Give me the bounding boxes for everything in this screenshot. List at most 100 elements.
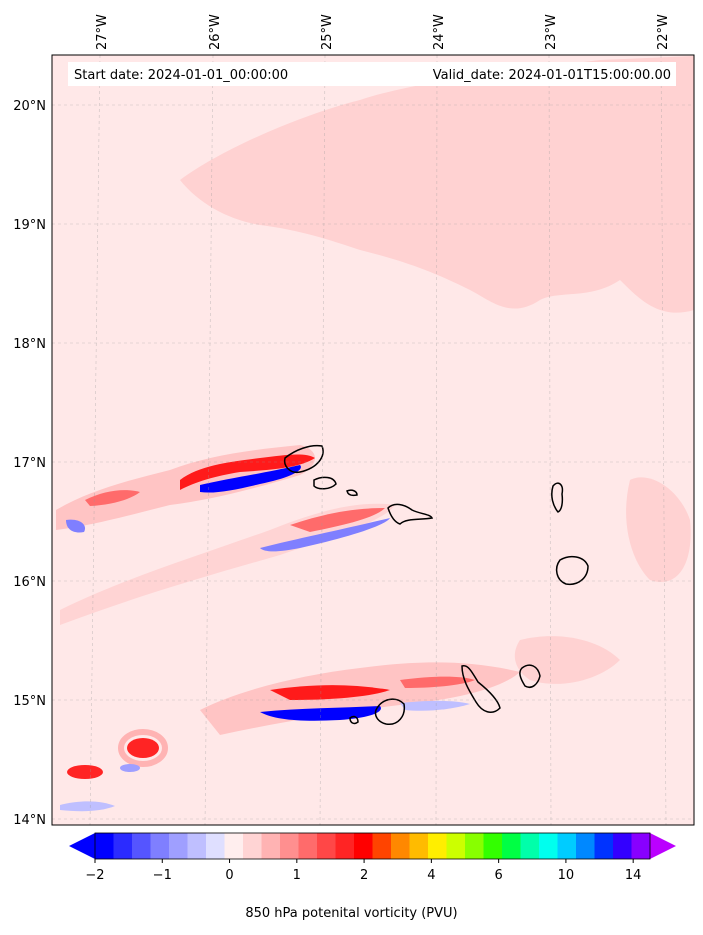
colorbar-cell <box>613 833 632 859</box>
island-brava <box>349 715 359 725</box>
colorbar-cell <box>206 833 225 859</box>
pv-filament-south-positive-east <box>400 676 475 688</box>
lat-label: 17°N <box>13 456 46 471</box>
colorbar-tick-label: −1 <box>153 868 172 883</box>
colorbar-cell <box>502 833 521 859</box>
lon-label: 23°W <box>544 14 559 50</box>
gridlines <box>52 54 694 826</box>
colorbar-cell <box>298 833 318 859</box>
lat-label: 18°N <box>13 337 46 352</box>
colorbar-cells <box>95 833 651 859</box>
valid-date-text: Valid_date: 2024-01-01T15:00:00.00 <box>433 68 671 83</box>
colorbar-tick-label: 4 <box>427 868 435 883</box>
lat-label: 20°N <box>13 99 46 114</box>
colorbar-tick-label: 14 <box>625 868 642 883</box>
colorbar-cell <box>539 833 558 859</box>
colorbar-under-arrow <box>69 833 95 859</box>
island-sal <box>551 482 564 513</box>
colorbar-cell <box>428 833 447 859</box>
lon-label: 26°W <box>208 14 223 50</box>
lon-label: 24°W <box>432 14 447 50</box>
lon-label: 22°W <box>656 14 671 50</box>
colorbar-cell <box>594 833 614 859</box>
colorbar-tick-label: 10 <box>558 868 575 883</box>
colorbar-cell <box>391 833 410 859</box>
gridline-lon-23w <box>548 54 552 826</box>
pv-vortex-far-southwest-negative <box>120 764 140 772</box>
colorbar-outline <box>94 832 651 860</box>
colorbar-cell <box>631 833 651 859</box>
colorbar-cell <box>335 833 355 859</box>
lat-label: 14°N <box>13 813 46 828</box>
lat-label: 15°N <box>13 694 46 709</box>
pv-filament-north-positive-west <box>85 490 140 506</box>
pv-vortex-far-southwest <box>67 765 103 779</box>
lon-label: 27°W <box>95 14 110 50</box>
pv-filament-middle-positive <box>290 508 385 532</box>
colorbar-cell <box>465 833 484 859</box>
pv-filament-middle-negative <box>260 518 390 552</box>
island-santa-luzia <box>346 489 358 497</box>
colorbar-cell <box>483 833 503 859</box>
gridline-lon-27w <box>89 54 101 826</box>
colorbar-cell <box>187 833 207 859</box>
map-frame <box>51 54 695 826</box>
colorbar-cell <box>409 833 429 859</box>
gridline-lon-25w <box>319 54 326 826</box>
island-santo-antao <box>283 444 324 474</box>
pv-filament-south-negative-east <box>400 700 470 711</box>
colorbar-cell <box>520 833 540 859</box>
colorbar-tick-label: 0 <box>225 868 233 883</box>
pv-light-patch-east <box>626 477 691 582</box>
island-santiago <box>461 664 501 713</box>
colorbar-cell <box>317 833 336 859</box>
gridline-lon-24w <box>435 54 438 826</box>
colorbar-cell <box>224 833 244 859</box>
colorbar-cell <box>280 833 299 859</box>
lat-label: 19°N <box>13 218 46 233</box>
gridline-lon-22w <box>660 54 667 826</box>
colorbar-cell <box>150 833 170 859</box>
colorbar-tick-label: −2 <box>85 868 104 883</box>
gridline-lon-26w <box>204 54 214 826</box>
colorbar-cell <box>95 833 114 859</box>
colorbar-ticks: −2 −1 0 1 2 4 6 10 14 <box>85 859 641 883</box>
pv-filament-north-negative <box>200 465 301 493</box>
colorbar-tick-label: 1 <box>293 868 301 883</box>
colorbar-cell <box>132 833 151 859</box>
colorbar-cell <box>557 833 577 859</box>
date-header-box <box>68 62 676 86</box>
start-date-text: Start date: 2024-01-01_00:00:00 <box>74 68 288 83</box>
colorbar: −2 −1 0 1 2 4 6 10 14 <box>69 832 676 883</box>
island-sao-nicolau <box>387 503 434 525</box>
pv-vortex-southwest-halo <box>118 729 168 767</box>
colorbar-cell <box>169 833 188 859</box>
pv-filament-north-negative-west <box>66 519 86 533</box>
colorbar-cell <box>113 833 133 859</box>
colorbar-title: 850 hPa potenital vorticity (PVU) <box>245 906 458 921</box>
colorbar-cell <box>243 833 262 859</box>
pv-southwest-trail <box>60 801 115 812</box>
pv-light-patch-southeast <box>514 636 620 684</box>
pv-vortex-southwest <box>127 738 159 758</box>
colorbar-cell <box>354 833 373 859</box>
colorbar-cell <box>576 833 595 859</box>
map-panel <box>51 54 695 826</box>
lat-label: 16°N <box>13 575 46 590</box>
colorbar-cell <box>261 833 281 859</box>
colorbar-tick-label: 6 <box>494 868 502 883</box>
colorbar-cell <box>372 833 392 859</box>
lon-label: 25°W <box>320 14 335 50</box>
island-maio <box>519 664 541 688</box>
pv-filament-south-positive <box>270 685 390 700</box>
pv-filament-middle-light <box>60 503 395 625</box>
island-boa-vista <box>555 555 589 586</box>
colorbar-tick-label: 2 <box>360 868 368 883</box>
colorbar-cell <box>446 833 466 859</box>
latitude-labels: 20°N 19°N 18°N 17°N 16°N 15°N 14°N <box>13 99 46 828</box>
pv-filament-north-positive <box>180 454 315 490</box>
colorbar-over-arrow <box>650 833 676 859</box>
island-fogo <box>374 698 406 725</box>
longitude-labels: 27°W 26°W 25°W 24°W 23°W 22°W <box>95 14 671 50</box>
